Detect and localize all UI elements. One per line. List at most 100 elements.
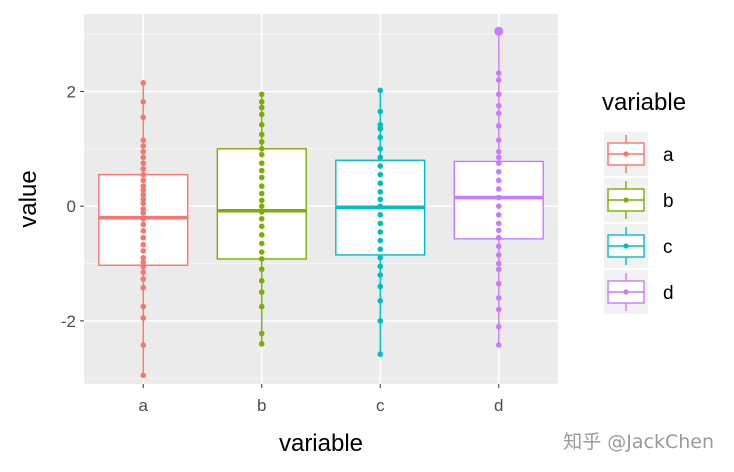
data-point [258, 240, 265, 247]
data-point [377, 283, 384, 290]
data-point [258, 223, 265, 230]
legend-key-point [623, 289, 629, 295]
y-axis-title: value [15, 170, 42, 227]
data-point [258, 303, 265, 310]
data-point [258, 330, 265, 337]
data-point [495, 203, 502, 209]
data-point [495, 260, 502, 267]
data-point [495, 154, 502, 161]
data-point [495, 306, 502, 313]
data-point [140, 98, 147, 105]
data-point [377, 196, 384, 203]
data-point [140, 372, 147, 379]
data-point [495, 342, 502, 348]
data-point [140, 206, 147, 212]
legend-key-point [623, 197, 629, 203]
data-point [258, 160, 265, 166]
data-point [140, 259, 147, 266]
legend-label: d [663, 283, 674, 304]
y-tick-label: 2 [67, 82, 76, 101]
data-point [377, 134, 384, 141]
data-point [140, 183, 147, 189]
data-point [377, 211, 384, 218]
data-point [140, 148, 147, 155]
data-point [377, 220, 384, 227]
data-point [377, 298, 384, 304]
x-axis: a b c d [139, 384, 503, 415]
legend-key-point [623, 243, 629, 249]
legend-label: a [663, 145, 674, 166]
data-point [495, 177, 502, 184]
data-point [140, 196, 147, 203]
y-tick-label: 0 [67, 197, 76, 216]
data-point [140, 177, 147, 184]
x-tick-label: c [376, 396, 385, 415]
data-point [140, 248, 147, 254]
data-point [377, 125, 384, 132]
legend-key-point [623, 151, 629, 157]
legend: variable a b c d [602, 89, 686, 314]
data-point [377, 154, 384, 161]
data-point [377, 171, 384, 178]
box-series-c [335, 87, 426, 357]
data-point [377, 108, 384, 115]
legend-entry-b: b [604, 178, 674, 222]
data-point [140, 166, 147, 172]
data-point [258, 167, 265, 174]
data-point [258, 174, 265, 181]
data-point [495, 220, 502, 227]
data-point [495, 91, 502, 98]
box-series-b [216, 91, 307, 347]
data-point [377, 163, 384, 169]
data-point [258, 151, 265, 158]
data-point [258, 111, 265, 118]
y-tick-label: -2 [61, 312, 76, 331]
data-point [495, 323, 502, 330]
data-point [140, 143, 147, 149]
box-group [98, 26, 544, 379]
data-point [140, 315, 147, 321]
data-point [495, 266, 502, 273]
data-point [258, 203, 265, 209]
data-point [258, 183, 265, 189]
data-point [258, 249, 265, 255]
data-point [495, 295, 502, 301]
watermark: 知乎 @JackChen [563, 431, 714, 453]
data-point [140, 114, 147, 121]
data-point [377, 246, 384, 252]
data-point [140, 284, 147, 291]
data-point [377, 272, 384, 278]
data-point [258, 215, 265, 222]
data-point [258, 341, 265, 347]
data-point [495, 234, 502, 241]
data-point [140, 171, 147, 178]
legend-label: c [663, 237, 673, 258]
data-point [495, 137, 502, 144]
data-point [258, 190, 265, 197]
outlier-point [494, 26, 504, 36]
data-point [495, 211, 502, 218]
box-series-d [453, 28, 544, 348]
data-point [140, 137, 147, 144]
data-point [258, 266, 265, 273]
y-axis: -2 0 2 [61, 82, 84, 331]
data-point [140, 263, 147, 270]
data-point [258, 121, 265, 128]
data-point [140, 191, 147, 198]
data-point [495, 123, 502, 129]
x-tick-label: a [139, 396, 149, 415]
data-point [258, 232, 265, 238]
box-series-a [98, 80, 189, 379]
data-point [258, 277, 265, 284]
data-point [140, 154, 147, 161]
data-point [140, 210, 147, 216]
legend-title: variable [602, 89, 686, 116]
data-point [140, 269, 147, 275]
data-point [377, 254, 384, 261]
data-point [140, 241, 147, 248]
data-point [140, 342, 147, 348]
data-point [495, 252, 502, 258]
data-point [495, 148, 502, 155]
data-point [258, 197, 265, 204]
